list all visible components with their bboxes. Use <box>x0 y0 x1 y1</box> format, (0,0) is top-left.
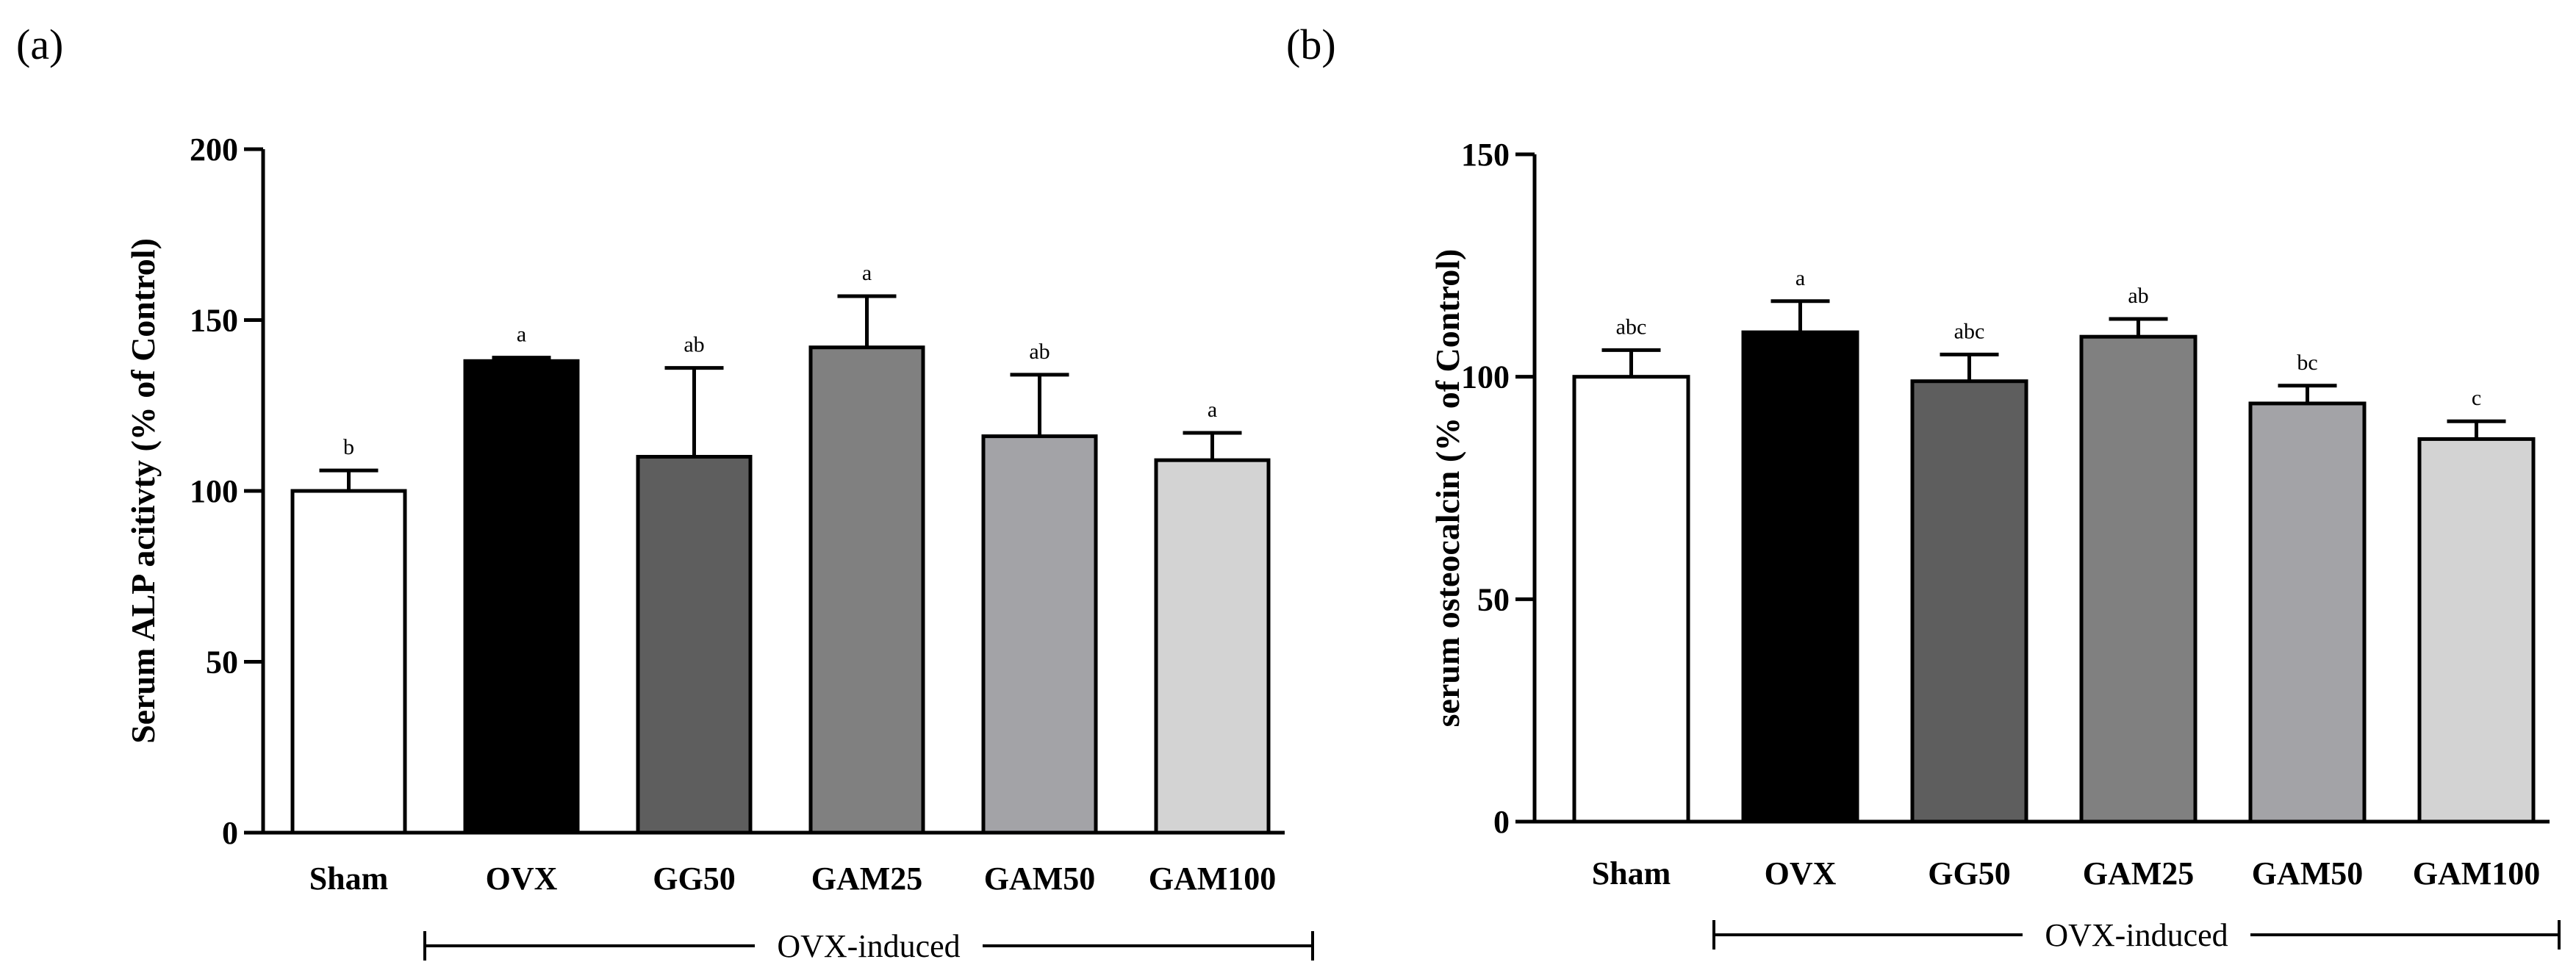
panel-label: (a) <box>16 21 63 68</box>
y-tick-label: 50 <box>206 645 238 681</box>
significance-label: a <box>1208 398 1217 422</box>
chart-panel-b: (b) 0 50 100 150 serum osteocalcin (% of Cont… <box>1286 21 2561 953</box>
bar-gg50 <box>1910 379 2028 824</box>
category-label: GAM50 <box>984 861 1096 897</box>
y-axis-title: serum osteocalcin (% of Control) <box>1429 249 1466 728</box>
y-axis-title: Serum ALP acitivty (% of Control) <box>124 238 162 744</box>
category-label: OVX <box>486 861 558 897</box>
significance-label: abc <box>1954 319 1985 343</box>
y-tick-label: 150 <box>1461 137 1510 173</box>
category-label: GAM25 <box>811 861 923 897</box>
significance-label: a <box>1795 266 1805 290</box>
bar-sham <box>290 489 407 835</box>
bar-ovx <box>1741 330 1859 824</box>
bar-gam50 <box>981 434 1098 835</box>
significance-label: a <box>862 261 872 285</box>
y-tick-label: 50 <box>1477 581 1510 617</box>
category-label: Sham <box>309 861 389 897</box>
bar-gam100 <box>1154 458 1271 835</box>
category-label: GAM50 <box>2252 855 2364 891</box>
bar-gg50 <box>636 455 753 835</box>
chart-panel-a: (a) 0 50 100 150 200 Serum ALP acitivty (% of … <box>16 21 1314 962</box>
bar-ovx <box>463 359 580 835</box>
significance-label: ab <box>1029 340 1050 364</box>
category-label: OVX <box>1765 855 1837 891</box>
group-label: OVX-induced <box>2045 917 2228 953</box>
panel-label: (b) <box>1286 21 1336 68</box>
y-tick-label: 100 <box>1461 359 1510 395</box>
significance-label: a <box>517 323 526 347</box>
category-label: GG50 <box>1928 855 2010 891</box>
bar-gam100 <box>2417 437 2536 824</box>
bar-gam25 <box>808 345 925 835</box>
significance-label: abc <box>1616 315 1647 339</box>
y-tick-label: 200 <box>190 132 238 168</box>
category-label: GAM25 <box>2083 855 2195 891</box>
y-tick-label: 100 <box>190 473 238 509</box>
significance-label: ab <box>684 333 704 357</box>
y-tick-label: 150 <box>190 303 238 339</box>
bar-sham <box>1572 375 1690 824</box>
category-label: GG50 <box>653 861 735 897</box>
significance-label: b <box>343 435 354 459</box>
category-label: GAM100 <box>1149 861 1277 897</box>
significance-label: c <box>2472 386 2481 410</box>
significance-label: bc <box>2297 351 2317 375</box>
category-label: GAM100 <box>2413 855 2541 891</box>
y-tick-label: 0 <box>1493 804 1510 840</box>
bar-gam25 <box>2079 334 2198 824</box>
y-tick-label: 0 <box>222 815 238 851</box>
category-label: Sham <box>1592 855 1671 891</box>
group-label: OVX-induced <box>777 928 960 962</box>
significance-label: ab <box>2128 284 2148 308</box>
bar-gam50 <box>2248 401 2367 824</box>
